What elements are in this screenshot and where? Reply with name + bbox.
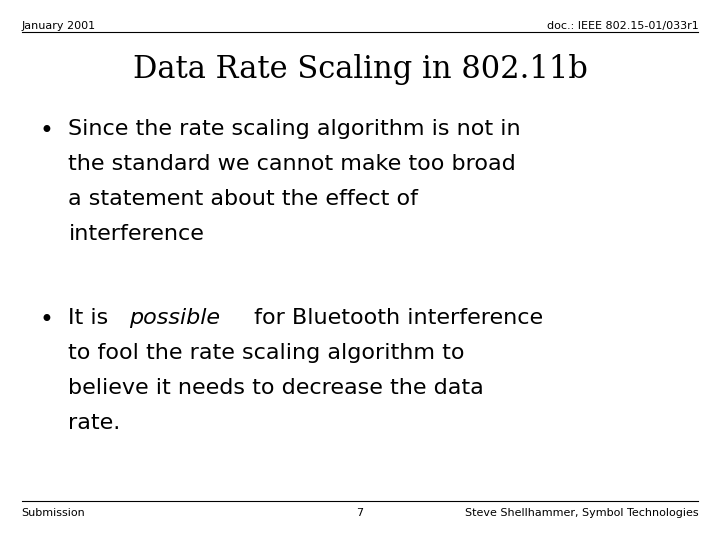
Text: It is: It is xyxy=(68,308,116,328)
Text: •: • xyxy=(40,308,53,332)
Text: Submission: Submission xyxy=(22,508,86,518)
Text: for Bluetooth interference: for Bluetooth interference xyxy=(247,308,543,328)
Text: doc.: IEEE 802.15-01/033r1: doc.: IEEE 802.15-01/033r1 xyxy=(546,21,698,31)
Text: the standard we cannot make too broad: the standard we cannot make too broad xyxy=(68,154,516,174)
Text: possible: possible xyxy=(130,308,220,328)
Text: a statement about the effect of: a statement about the effect of xyxy=(68,189,418,209)
Text: interference: interference xyxy=(68,224,204,244)
Text: Data Rate Scaling in 802.11b: Data Rate Scaling in 802.11b xyxy=(132,54,588,85)
Text: believe it needs to decrease the data: believe it needs to decrease the data xyxy=(68,378,484,398)
Text: 7: 7 xyxy=(356,508,364,518)
Text: January 2001: January 2001 xyxy=(22,21,96,31)
Text: to fool the rate scaling algorithm to: to fool the rate scaling algorithm to xyxy=(68,343,465,363)
Text: Since the rate scaling algorithm is not in: Since the rate scaling algorithm is not … xyxy=(68,119,521,139)
Text: rate.: rate. xyxy=(68,413,121,433)
Text: Steve Shellhammer, Symbol Technologies: Steve Shellhammer, Symbol Technologies xyxy=(465,508,698,518)
Text: •: • xyxy=(40,119,53,143)
